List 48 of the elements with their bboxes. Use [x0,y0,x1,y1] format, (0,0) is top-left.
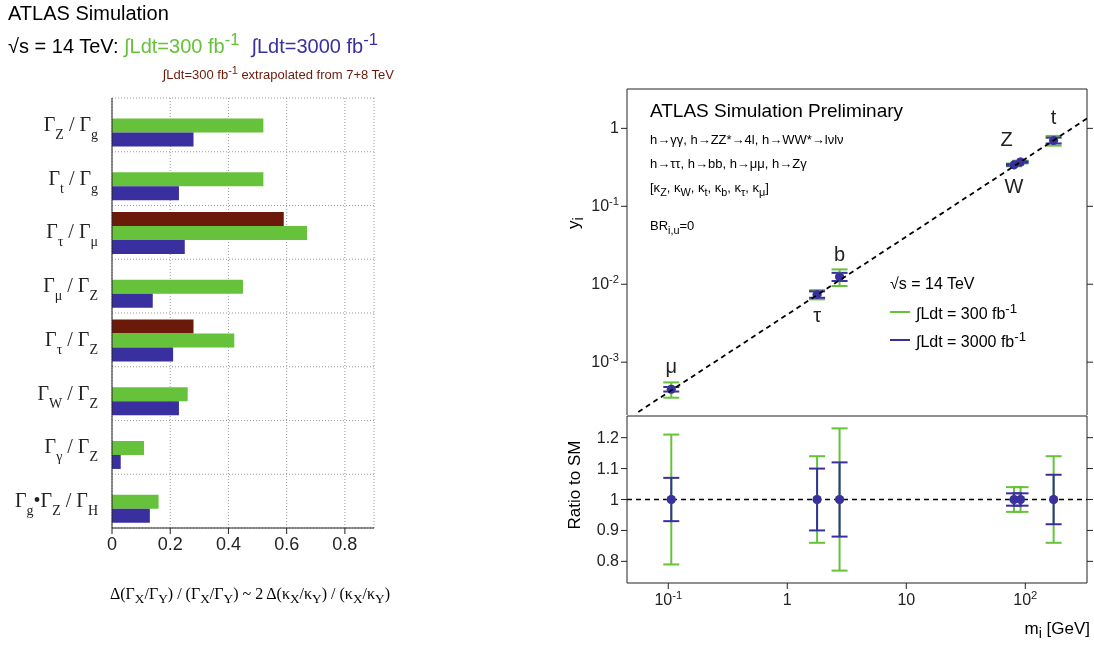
annotation: t [1050,106,1057,129]
y-tick-label: 1.1 [596,459,620,477]
legend-title: √s = 14 TeV: [8,34,120,57]
y-axis-title: Ratio to SM [565,439,585,532]
x-tick-label: 10$^{2}$ [1013,589,1038,608]
y-tick-label: 10$^{-3}$ [591,351,619,371]
annotation: h→ττ, h→bb, h→μμ, h→Zγ [650,156,807,171]
annotation: W [1004,174,1024,197]
y-tick-label: 1.2 [596,428,620,446]
y-tick-label: 1 [610,119,620,137]
y-tick-label: 1 [610,490,620,508]
y-tick-label: Γ$_{g}$•Γ$_{Z}$ / Γ$_{H}$ [15,489,98,518]
text: Δ(Γ$_{X}$/Γ$_{Y}$) / (Γ$_{X}$/Γ$_{Y}$) ~ 2 Δ(κ$_{X}$/κ$_{Y}$) / (κ$_{X}$/κ$_{Y}$) [109,585,391,607]
legend-label: ∫Ldt = 3000 fb$^{-1}$ [916,329,1027,352]
y-tick-label: 10$^{-1}$ [591,195,619,215]
annotation: Z [1000,128,1013,151]
chart-title: ATLAS Simulation [8,2,169,25]
y-tick-label: Γ$_{γ}$ / Γ$_{Z}$ [44,435,98,464]
y-tick-label: 0.9 [596,521,620,539]
x-tick-label: 0.6 [274,534,300,554]
x-tick-label: 0.8 [332,534,358,554]
annotation: h→γγ, h→ZZ*→4l, h→WW*→lνlν [650,132,844,147]
y-tick-label: Γ$_{t}$ / Γ$_{g}$ [48,166,98,196]
annotation: μ [665,355,678,378]
y-tick-label: Γ$_{μ}$ / Γ$_{Z}$ [43,274,98,303]
y-tick-label: Γ$_{τ}$ / Γ$_{Z}$ [45,327,98,357]
y-tick-label: Γ$_{W}$ / Γ$_{Z}$ [37,381,98,411]
text: ∫Ldt=3000 fb$^{-1}$ [251,30,378,57]
y-tick-label: 0.8 [596,552,620,570]
annotation: BR$_{i,u}$=0 [650,218,695,236]
text: ∫Ldt=300 fb$^{-1}$ [124,30,240,57]
x-tick-label: 0 [106,534,118,554]
x-tick-label: 1 [782,591,792,608]
legend-label: ∫Ldt = 300 fb$^{-1}$ [916,301,1018,324]
text: ∫Ldt=300 fb$^{-1}$ extrapolated from 7+8 TeV [162,63,394,82]
x-tick-label: 10$^{-1}$ [654,589,683,608]
x-tick-label: 0.2 [157,534,183,554]
y-tick-label: Γ$_{τ}$ / Γ$_{μ}$ [46,220,98,249]
y-tick-label: 10$^{-2}$ [591,273,619,293]
y-tick-label: Γ$_{Z}$ / Γ$_{g}$ [43,112,98,142]
x-tick-label: 10 [897,591,916,608]
x-tick-label: 0.4 [215,534,241,554]
annotation: b [834,242,846,265]
text: ATLAS Simulation Preliminary [650,100,904,122]
annotation: τ [813,304,822,327]
x-axis-title: m$_{i}$ [GeV] [1024,619,1090,642]
legend-title: √s = 14 TeV [890,275,976,293]
text: [κ$_{Z}$, κ$_{W}$, κ$_{t}$, κ$_{b}$, κ$_{τ}$, κ$_{μ}$] [650,180,769,198]
